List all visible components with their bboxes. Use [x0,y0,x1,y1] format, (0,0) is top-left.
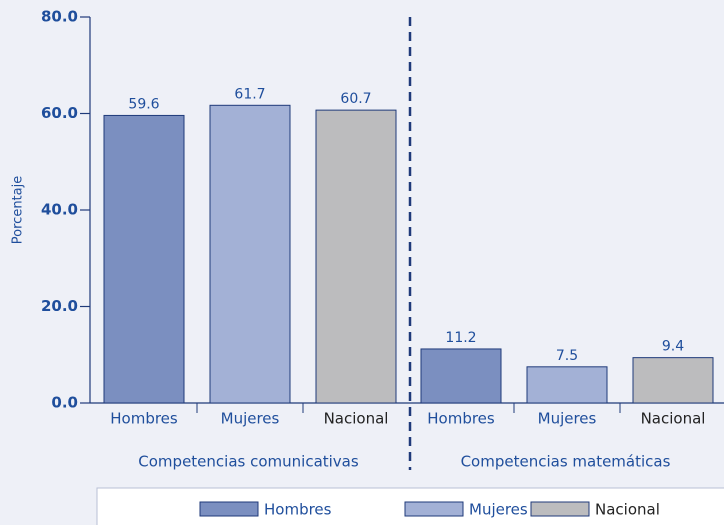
legend-label: Nacional [595,501,660,519]
bar [632,357,714,404]
y-tick-label: 80.0 [41,8,78,26]
x-tick-label: Mujeres [538,410,597,428]
bar [315,109,397,404]
bar [209,104,291,404]
x-tick-label: Nacional [641,410,706,428]
y-axis-label: Porcentaje [11,176,26,244]
data-label: 11.2 [445,330,476,346]
legend-swatch [530,501,590,517]
data-label: 7.5 [556,348,578,364]
y-tick-label: 0.0 [51,394,78,412]
x-tick-label: Hombres [110,410,178,428]
group-label: Competencias matemáticas [461,453,671,471]
y-tick-label: 20.0 [41,297,78,315]
legend-label: Mujeres [469,501,528,519]
bar [103,114,185,404]
data-label: 60.7 [340,91,371,107]
bar [526,366,608,404]
y-tick-label: 60.0 [41,104,78,122]
legend-swatch [199,501,259,517]
y-tick-label: 40.0 [41,201,78,219]
x-tick-label: Nacional [324,410,389,428]
x-tick-label: Hombres [427,410,495,428]
data-label: 9.4 [662,339,684,355]
bar [420,348,502,404]
data-label: 59.6 [128,96,159,112]
data-label: 61.7 [234,86,265,102]
x-tick-label: Mujeres [221,410,280,428]
legend-swatch [404,501,464,517]
group-label: Competencias comunicativas [138,453,359,471]
legend-label: Hombres [264,501,332,519]
